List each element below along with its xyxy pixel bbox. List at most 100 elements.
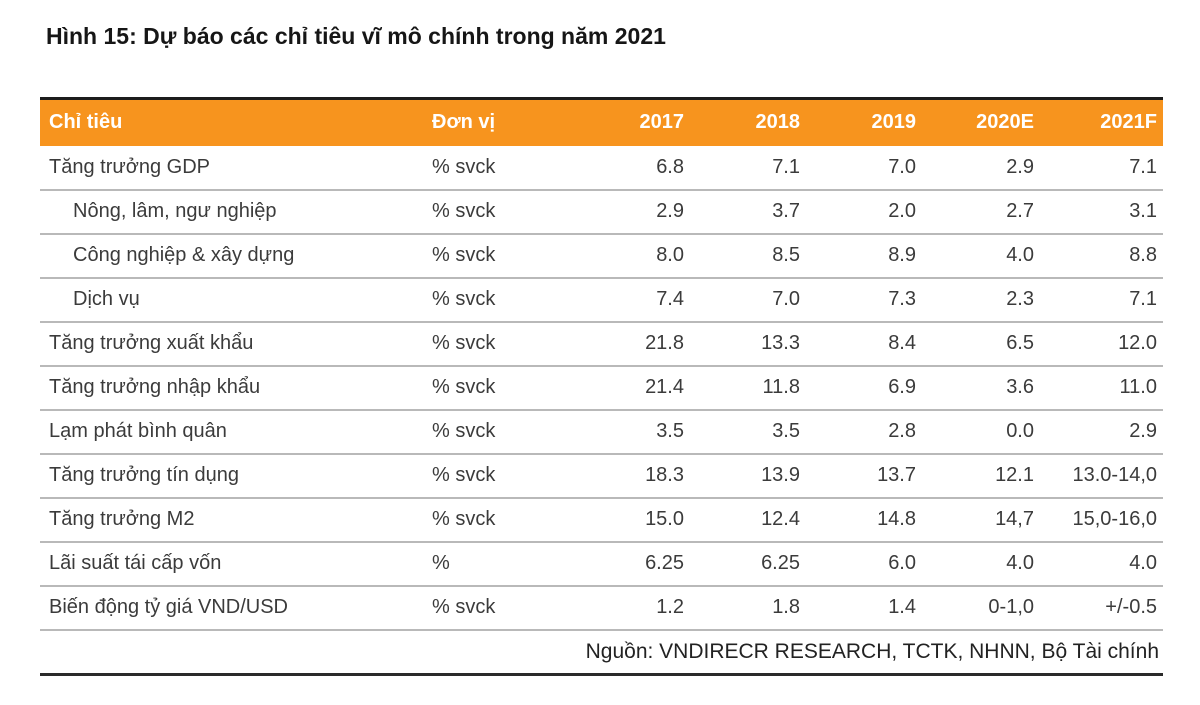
table-row-export-growth: Tăng trưởng xuất khẩu % svck 21.8 13.3 8… <box>40 321 1163 367</box>
cell-2020e: 0-1,0 <box>922 585 1040 631</box>
col-header-2020e: 2020E <box>922 97 1040 146</box>
cell-2021f: 3.1 <box>1040 189 1163 235</box>
cell-2019: 6.0 <box>806 541 922 587</box>
cell-2019: 2.8 <box>806 409 922 455</box>
cell-2018: 6.25 <box>690 541 806 587</box>
row-unit: % svck <box>432 277 565 323</box>
cell-2019: 14.8 <box>806 497 922 543</box>
cell-2020e: 12.1 <box>922 453 1040 499</box>
row-unit: % svck <box>432 145 565 191</box>
macro-forecast-table: Chỉ tiêu Đơn vị 2017 2018 2019 2020E 202… <box>40 97 1163 676</box>
cell-2021f: 2.9 <box>1040 409 1163 455</box>
table-row-agriculture: Nông, lâm, ngư nghiệp % svck 2.9 3.7 2.0… <box>40 189 1163 235</box>
row-label: Tăng trưởng tín dụng <box>40 453 432 499</box>
cell-2020e: 14,7 <box>922 497 1040 543</box>
cell-2020e: 3.6 <box>922 365 1040 411</box>
cell-2018: 12.4 <box>690 497 806 543</box>
cell-2017: 6.25 <box>565 541 690 587</box>
row-label: Tăng trưởng xuất khẩu <box>40 321 432 367</box>
table-body: Tăng trưởng GDP % svck 6.8 7.1 7.0 2.9 7… <box>40 145 1163 631</box>
table-row-import-growth: Tăng trưởng nhập khẩu % svck 21.4 11.8 6… <box>40 365 1163 411</box>
cell-2018: 3.7 <box>690 189 806 235</box>
cell-2019: 8.9 <box>806 233 922 279</box>
row-unit: % svck <box>432 453 565 499</box>
table-row-credit-growth: Tăng trưởng tín dụng % svck 18.3 13.9 13… <box>40 453 1163 499</box>
row-label: Tăng trưởng nhập khẩu <box>40 365 432 411</box>
cell-2017: 6.8 <box>565 145 690 191</box>
cell-2019: 7.0 <box>806 145 922 191</box>
row-label: Lạm phát bình quân <box>40 409 432 455</box>
cell-2019: 13.7 <box>806 453 922 499</box>
cell-2018: 7.0 <box>690 277 806 323</box>
col-header-indicator: Chỉ tiêu <box>40 97 432 146</box>
cell-2019: 8.4 <box>806 321 922 367</box>
row-unit: % <box>432 541 565 587</box>
col-header-2021f: 2021F <box>1040 97 1163 146</box>
cell-2020e: 0.0 <box>922 409 1040 455</box>
cell-2017: 2.9 <box>565 189 690 235</box>
cell-2017: 21.8 <box>565 321 690 367</box>
row-unit: % svck <box>432 365 565 411</box>
cell-2021f: +/-0.5 <box>1040 585 1163 631</box>
row-unit: % svck <box>432 321 565 367</box>
cell-2021f: 4.0 <box>1040 541 1163 587</box>
row-unit: % svck <box>432 409 565 455</box>
cell-2021f: 11.0 <box>1040 365 1163 411</box>
table-row-industry-construction: Công nghiệp & xây dựng % svck 8.0 8.5 8.… <box>40 233 1163 279</box>
row-label: Tăng trưởng M2 <box>40 497 432 543</box>
cell-2018: 13.3 <box>690 321 806 367</box>
cell-2018: 3.5 <box>690 409 806 455</box>
table-header-row: Chỉ tiêu Đơn vị 2017 2018 2019 2020E 202… <box>40 97 1163 146</box>
cell-2017: 15.0 <box>565 497 690 543</box>
cell-2019: 2.0 <box>806 189 922 235</box>
cell-2020e: 2.7 <box>922 189 1040 235</box>
cell-2021f: 12.0 <box>1040 321 1163 367</box>
cell-2017: 21.4 <box>565 365 690 411</box>
cell-2021f: 8.8 <box>1040 233 1163 279</box>
table-row-gdp-growth: Tăng trưởng GDP % svck 6.8 7.1 7.0 2.9 7… <box>40 145 1163 191</box>
cell-2018: 8.5 <box>690 233 806 279</box>
cell-2018: 1.8 <box>690 585 806 631</box>
table-row-m2-growth: Tăng trưởng M2 % svck 15.0 12.4 14.8 14,… <box>40 497 1163 543</box>
cell-2021f: 15,0-16,0 <box>1040 497 1163 543</box>
cell-2019: 6.9 <box>806 365 922 411</box>
cell-2019: 7.3 <box>806 277 922 323</box>
cell-2020e: 2.9 <box>922 145 1040 191</box>
cell-2020e: 6.5 <box>922 321 1040 367</box>
cell-2020e: 4.0 <box>922 233 1040 279</box>
cell-2020e: 4.0 <box>922 541 1040 587</box>
col-header-2018: 2018 <box>690 97 806 146</box>
row-label: Lãi suất tái cấp vốn <box>40 541 432 587</box>
row-label: Biến động tỷ giá VND/USD <box>40 585 432 631</box>
table-row-exchange-rate: Biến động tỷ giá VND/USD % svck 1.2 1.8 … <box>40 585 1163 631</box>
cell-2017: 3.5 <box>565 409 690 455</box>
table-row-inflation: Lạm phát bình quân % svck 3.5 3.5 2.8 0.… <box>40 409 1163 455</box>
table-row-services: Dịch vụ % svck 7.4 7.0 7.3 2.3 7.1 <box>40 277 1163 323</box>
source-note: Nguồn: VNDIRECR RESEARCH, TCTK, NHNN, Bộ… <box>40 629 1163 676</box>
cell-2021f: 7.1 <box>1040 277 1163 323</box>
col-header-unit: Đơn vị <box>432 97 565 146</box>
table-row-refinancing-rate: Lãi suất tái cấp vốn % 6.25 6.25 6.0 4.0… <box>40 541 1163 587</box>
col-header-2019: 2019 <box>806 97 922 146</box>
cell-2018: 11.8 <box>690 365 806 411</box>
cell-2017: 18.3 <box>565 453 690 499</box>
row-label: Tăng trưởng GDP <box>40 145 432 191</box>
cell-2017: 7.4 <box>565 277 690 323</box>
row-label: Dịch vụ <box>40 277 432 323</box>
table-header: Chỉ tiêu Đơn vị 2017 2018 2019 2020E 202… <box>40 97 1163 146</box>
cell-2017: 8.0 <box>565 233 690 279</box>
figure-title: Hình 15: Dự báo các chỉ tiêu vĩ mô chính… <box>46 23 666 49</box>
cell-2018: 7.1 <box>690 145 806 191</box>
row-label: Công nghiệp & xây dựng <box>40 233 432 279</box>
cell-2018: 13.9 <box>690 453 806 499</box>
cell-2017: 1.2 <box>565 585 690 631</box>
row-unit: % svck <box>432 233 565 279</box>
cell-2020e: 2.3 <box>922 277 1040 323</box>
row-label: Nông, lâm, ngư nghiệp <box>40 189 432 235</box>
row-unit: % svck <box>432 497 565 543</box>
source-row: Nguồn: VNDIRECR RESEARCH, TCTK, NHNN, Bộ… <box>40 629 1163 676</box>
table-footer: Nguồn: VNDIRECR RESEARCH, TCTK, NHNN, Bộ… <box>40 629 1163 676</box>
col-header-2017: 2017 <box>565 97 690 146</box>
row-unit: % svck <box>432 585 565 631</box>
